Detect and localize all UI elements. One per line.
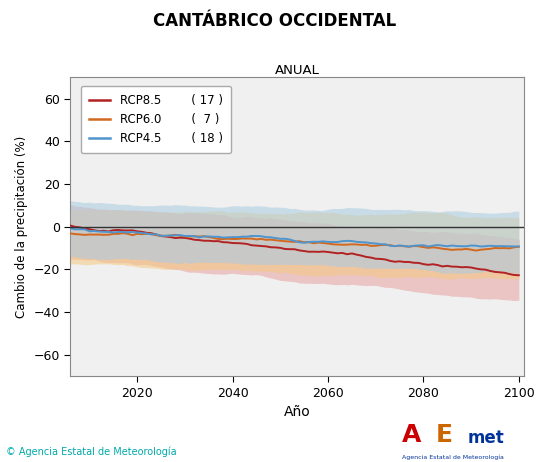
Text: A: A (402, 423, 421, 447)
Legend: RCP8.5        ( 17 ), RCP6.0        (  7 ), RCP4.5        ( 18 ): RCP8.5 ( 17 ), RCP6.0 ( 7 ), RCP4.5 ( 18… (81, 86, 231, 153)
Text: © Agencia Estatal de Meteorología: © Agencia Estatal de Meteorología (6, 447, 176, 457)
Y-axis label: Cambio de la precipitación (%): Cambio de la precipitación (%) (15, 136, 28, 318)
Text: met: met (468, 429, 504, 447)
X-axis label: Año: Año (284, 405, 310, 419)
Title: ANUAL: ANUAL (274, 64, 320, 77)
Text: E: E (436, 423, 453, 447)
Text: Agencia Estatal de Meteorología: Agencia Estatal de Meteorología (402, 454, 503, 460)
Text: CANTÁBRICO OCCIDENTAL: CANTÁBRICO OCCIDENTAL (153, 12, 397, 30)
